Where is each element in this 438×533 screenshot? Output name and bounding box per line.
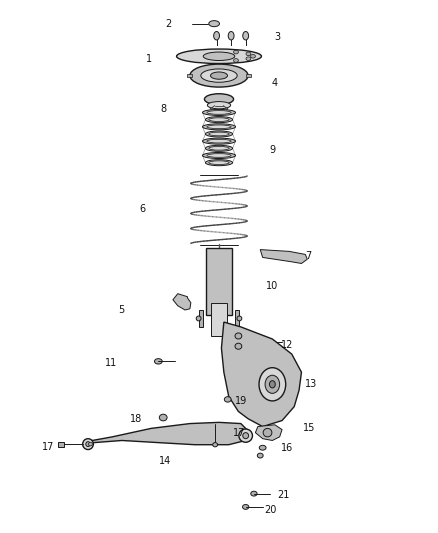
Text: 21: 21 [277,490,289,500]
Ellipse shape [202,152,236,158]
Polygon shape [222,322,301,426]
Ellipse shape [190,64,248,87]
Ellipse shape [261,340,269,345]
Text: 19: 19 [235,395,247,406]
Ellipse shape [209,21,219,27]
Text: 3: 3 [274,32,280,42]
Ellipse shape [207,125,231,128]
Ellipse shape [209,132,229,136]
Ellipse shape [207,102,231,109]
Polygon shape [234,310,240,327]
Ellipse shape [246,57,251,61]
Ellipse shape [202,138,236,144]
Ellipse shape [207,154,231,157]
Text: 12: 12 [281,340,293,350]
Polygon shape [173,294,191,310]
FancyBboxPatch shape [58,442,64,447]
Ellipse shape [233,59,238,62]
Ellipse shape [257,453,263,458]
Ellipse shape [205,131,233,137]
Ellipse shape [228,31,234,40]
Ellipse shape [265,375,279,393]
Text: 2: 2 [165,19,171,29]
Polygon shape [246,75,251,77]
Ellipse shape [214,31,219,40]
Text: 18: 18 [131,414,143,424]
Text: 17: 17 [42,441,54,451]
Text: 11: 11 [105,358,117,368]
Text: 15: 15 [303,423,315,433]
Ellipse shape [251,491,257,496]
Text: 10: 10 [266,281,279,291]
Ellipse shape [205,160,233,166]
Ellipse shape [237,316,242,321]
Text: 17: 17 [233,428,246,438]
Text: 9: 9 [269,145,276,155]
Text: 8: 8 [160,104,166,115]
Ellipse shape [207,111,231,114]
Polygon shape [187,75,192,77]
Ellipse shape [263,429,272,437]
Ellipse shape [209,161,229,165]
Text: 16: 16 [281,443,293,454]
FancyBboxPatch shape [211,303,227,336]
Ellipse shape [205,146,233,151]
Ellipse shape [243,31,249,40]
Ellipse shape [246,52,251,55]
Ellipse shape [86,442,90,447]
Ellipse shape [205,117,233,123]
Ellipse shape [202,109,236,116]
Text: 14: 14 [159,456,171,466]
Ellipse shape [155,359,162,364]
Ellipse shape [235,343,242,349]
Ellipse shape [269,381,275,388]
Ellipse shape [239,429,252,442]
Ellipse shape [209,118,229,122]
Ellipse shape [251,54,255,58]
Ellipse shape [196,316,201,321]
Ellipse shape [233,50,238,54]
Ellipse shape [203,52,235,61]
Polygon shape [198,310,204,327]
Ellipse shape [207,139,231,143]
Ellipse shape [201,69,237,82]
Ellipse shape [235,333,242,339]
Ellipse shape [259,445,266,450]
Text: 7: 7 [306,251,312,261]
Polygon shape [255,425,282,440]
Ellipse shape [213,442,218,447]
Ellipse shape [202,124,236,130]
Polygon shape [260,249,307,263]
Ellipse shape [209,147,229,150]
Ellipse shape [88,442,92,446]
Ellipse shape [211,72,227,79]
Ellipse shape [159,414,167,421]
Text: 6: 6 [139,204,145,214]
Ellipse shape [205,94,233,104]
Text: 1: 1 [145,54,152,64]
Ellipse shape [243,433,249,439]
Ellipse shape [243,505,249,510]
Text: 13: 13 [305,379,317,389]
Polygon shape [83,422,248,447]
Text: 4: 4 [272,78,278,88]
Text: 20: 20 [264,505,276,515]
Ellipse shape [259,368,286,401]
Ellipse shape [83,439,93,449]
Text: 5: 5 [118,305,124,315]
Ellipse shape [224,397,231,402]
FancyBboxPatch shape [206,248,232,315]
Ellipse shape [177,49,261,63]
